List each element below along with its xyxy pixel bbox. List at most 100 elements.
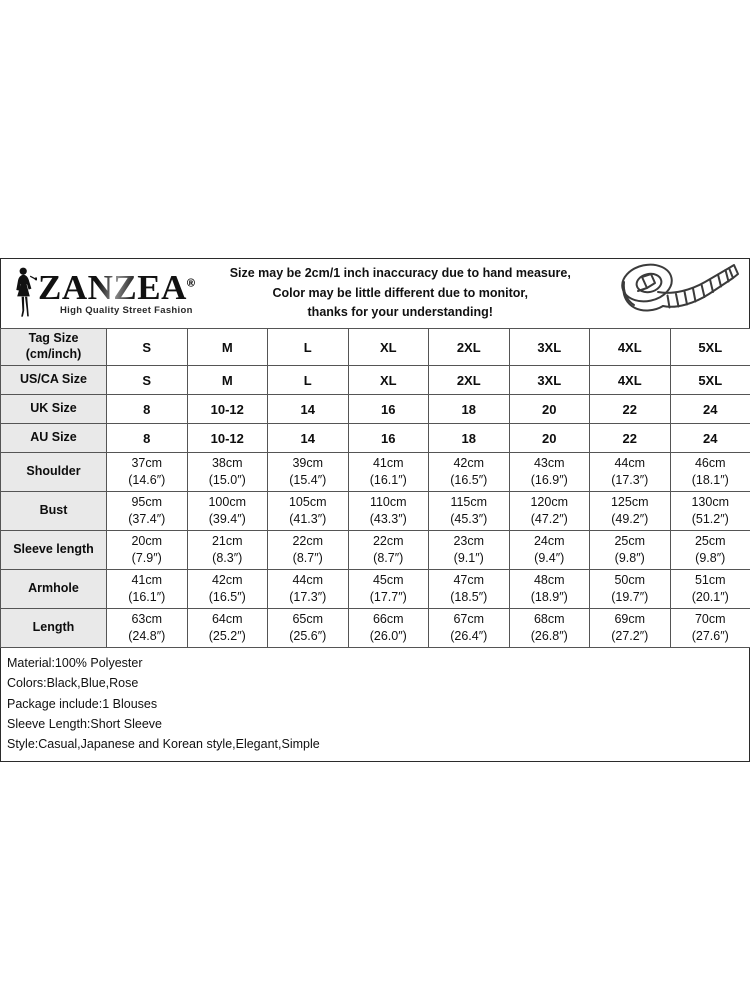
woman-silhouette-icon bbox=[11, 265, 38, 322]
row-label-sleeve-length: Sleeve length bbox=[0, 530, 107, 570]
brand-logo-text: ZANZEA® High Quality Street Fashion bbox=[38, 271, 195, 316]
measuring-tape-icon bbox=[611, 261, 739, 326]
cell-uk-m: 10-12 bbox=[186, 394, 268, 424]
cell-tag-size-s: S bbox=[106, 328, 188, 366]
size-chart-body: Tag Size (cm/inch) S M L XL 2XL 3XL 4XL … bbox=[0, 328, 750, 648]
disclaimer-line-1: Size may be 2cm/1 inch inaccuracy due to… bbox=[229, 266, 571, 281]
table-row-au-size: AU Size 8 10-12 14 16 18 20 22 24 bbox=[0, 423, 750, 453]
cell-armhole-5xl: 51cm (20.1″) bbox=[669, 569, 750, 609]
cell-armhole-4xl: 50cm (19.7″) bbox=[589, 569, 671, 609]
cell-us-ca-5xl: 5XL bbox=[669, 365, 750, 395]
cell-sleeve-length-s: 20cm (7.9″) bbox=[106, 530, 188, 570]
cell-au-3xl: 20 bbox=[508, 423, 590, 453]
table-row-armhole: Armhole 41cm (16.1″) 42cm (16.5″) 44cm (… bbox=[0, 569, 750, 609]
table-row-us-ca-size: US/CA Size S M L XL 2XL 3XL 4XL 5XL bbox=[0, 365, 750, 395]
cell-length-l: 65cm (25.6″) bbox=[267, 608, 349, 648]
cell-shoulder-5xl: 46cm (18.1″) bbox=[669, 452, 750, 492]
cell-shoulder-3xl: 43cm (16.9″) bbox=[508, 452, 590, 492]
table-row-tag-size: Tag Size (cm/inch) S M L XL 2XL 3XL 4XL … bbox=[0, 328, 750, 366]
cell-armhole-m: 42cm (16.5″) bbox=[186, 569, 268, 609]
cell-bust-l: 105cm (41.3″) bbox=[267, 491, 349, 531]
cell-us-ca-s: S bbox=[106, 365, 188, 395]
table-row-uk-size: UK Size 8 10-12 14 16 18 20 22 24 bbox=[0, 394, 750, 424]
cell-length-3xl: 68cm (26.8″) bbox=[508, 608, 590, 648]
disclaimer-line-3: thanks for your understanding! bbox=[307, 305, 493, 320]
cell-bust-3xl: 120cm (47.2″) bbox=[508, 491, 590, 531]
cell-tag-size-4xl: 4XL bbox=[589, 328, 671, 366]
row-label-tag-size: Tag Size (cm/inch) bbox=[0, 328, 107, 366]
row-label-armhole: Armhole bbox=[0, 569, 107, 609]
cell-au-2xl: 18 bbox=[428, 423, 510, 453]
cell-shoulder-m: 38cm (15.0″) bbox=[186, 452, 268, 492]
row-label-bust: Bust bbox=[0, 491, 107, 531]
row-label-main: Tag Size bbox=[28, 331, 79, 346]
cell-uk-l: 14 bbox=[267, 394, 349, 424]
row-label-shoulder: Shoulder bbox=[0, 452, 107, 492]
row-label-au-size: AU Size bbox=[0, 423, 107, 453]
detail-package-include: Package include:1 Blouses bbox=[7, 696, 158, 711]
cell-au-5xl: 24 bbox=[669, 423, 750, 453]
measuring-tape-illustration bbox=[605, 259, 745, 328]
cell-shoulder-l: 39cm (15.4″) bbox=[267, 452, 349, 492]
cell-uk-3xl: 20 bbox=[508, 394, 590, 424]
cell-tag-size-m: M bbox=[186, 328, 268, 366]
cell-length-xl: 66cm (26.0″) bbox=[347, 608, 429, 648]
cell-tag-size-xl: XL bbox=[347, 328, 429, 366]
row-label-length: Length bbox=[0, 608, 107, 648]
cell-bust-xl: 110cm (43.3″) bbox=[347, 491, 429, 531]
size-chart-table: Tag Size (cm/inch) S M L XL 2XL 3XL 4XL … bbox=[0, 328, 750, 648]
chart-header-banner: ZANZEA® High Quality Street Fashion Size… bbox=[0, 258, 750, 328]
cell-uk-4xl: 22 bbox=[589, 394, 671, 424]
cell-length-2xl: 67cm (26.4″) bbox=[428, 608, 510, 648]
cell-us-ca-3xl: 3XL bbox=[508, 365, 590, 395]
cell-sleeve-length-5xl: 25cm (9.8″) bbox=[669, 530, 750, 570]
brand-logo: ZANZEA® High Quality Street Fashion bbox=[5, 259, 195, 328]
table-row-shoulder: Shoulder 37cm (14.6″) 38cm (15.0″) 39cm … bbox=[0, 452, 750, 492]
cell-au-m: 10-12 bbox=[186, 423, 268, 453]
cell-tag-size-3xl: 3XL bbox=[508, 328, 590, 366]
cell-armhole-3xl: 48cm (18.9″) bbox=[508, 569, 590, 609]
cell-shoulder-s: 37cm (14.6″) bbox=[106, 452, 188, 492]
cell-sleeve-length-3xl: 24cm (9.4″) bbox=[508, 530, 590, 570]
table-row-bust: Bust 95cm (37.4″) 100cm (39.4″) 105cm (4… bbox=[0, 491, 750, 531]
cell-bust-5xl: 130cm (51.2″) bbox=[669, 491, 750, 531]
cell-bust-4xl: 125cm (49.2″) bbox=[589, 491, 671, 531]
detail-style: Style:Casual,Japanese and Korean style,E… bbox=[7, 737, 320, 751]
cell-au-xl: 16 bbox=[347, 423, 429, 453]
cell-uk-s: 8 bbox=[106, 394, 188, 424]
cell-tag-size-l: L bbox=[267, 328, 349, 366]
cell-armhole-l: 44cm (17.3″) bbox=[267, 569, 349, 609]
cell-uk-xl: 16 bbox=[347, 394, 429, 424]
cell-au-4xl: 22 bbox=[589, 423, 671, 453]
cell-sleeve-length-l: 22cm (8.7″) bbox=[267, 530, 349, 570]
product-details-block: Material:100% Polyester Colors:Black,Blu… bbox=[0, 648, 750, 763]
cell-bust-2xl: 115cm (45.3″) bbox=[428, 491, 510, 531]
cell-shoulder-4xl: 44cm (17.3″) bbox=[589, 452, 671, 492]
cell-us-ca-m: M bbox=[186, 365, 268, 395]
cell-uk-5xl: 24 bbox=[669, 394, 750, 424]
cell-length-5xl: 70cm (27.6″) bbox=[669, 608, 750, 648]
row-label-unit: (cm/inch) bbox=[25, 347, 82, 361]
cell-au-s: 8 bbox=[106, 423, 188, 453]
cell-shoulder-xl: 41cm (16.1″) bbox=[347, 452, 429, 492]
brand-tagline: High Quality Street Fashion bbox=[60, 305, 193, 317]
cell-armhole-2xl: 47cm (18.5″) bbox=[428, 569, 510, 609]
cell-us-ca-4xl: 4XL bbox=[589, 365, 671, 395]
cell-sleeve-length-xl: 22cm (8.7″) bbox=[347, 530, 429, 570]
cell-bust-m: 100cm (39.4″) bbox=[186, 491, 268, 531]
cell-sleeve-length-2xl: 23cm (9.1″) bbox=[428, 530, 510, 570]
disclaimer-line-2: Color may be little different due to mon… bbox=[272, 285, 529, 300]
cell-armhole-xl: 45cm (17.7″) bbox=[347, 569, 429, 609]
table-row-sleeve-length: Sleeve length 20cm (7.9″) 21cm (8.3″) 22… bbox=[0, 530, 750, 570]
detail-colors: Colors:Black,Blue,Rose bbox=[7, 676, 139, 691]
detail-material: Material:100% Polyester bbox=[7, 656, 143, 670]
row-label-uk-size: UK Size bbox=[0, 394, 107, 424]
cell-sleeve-length-4xl: 25cm (9.8″) bbox=[589, 530, 671, 570]
cell-length-s: 63cm (24.8″) bbox=[106, 608, 188, 648]
cell-us-ca-xl: XL bbox=[347, 365, 429, 395]
disclaimer-notes: Size may be 2cm/1 inch inaccuracy due to… bbox=[195, 264, 605, 322]
cell-shoulder-2xl: 42cm (16.5″) bbox=[428, 452, 510, 492]
registered-trademark-icon: ® bbox=[186, 277, 196, 290]
cell-tag-size-5xl: 5XL bbox=[669, 328, 750, 366]
